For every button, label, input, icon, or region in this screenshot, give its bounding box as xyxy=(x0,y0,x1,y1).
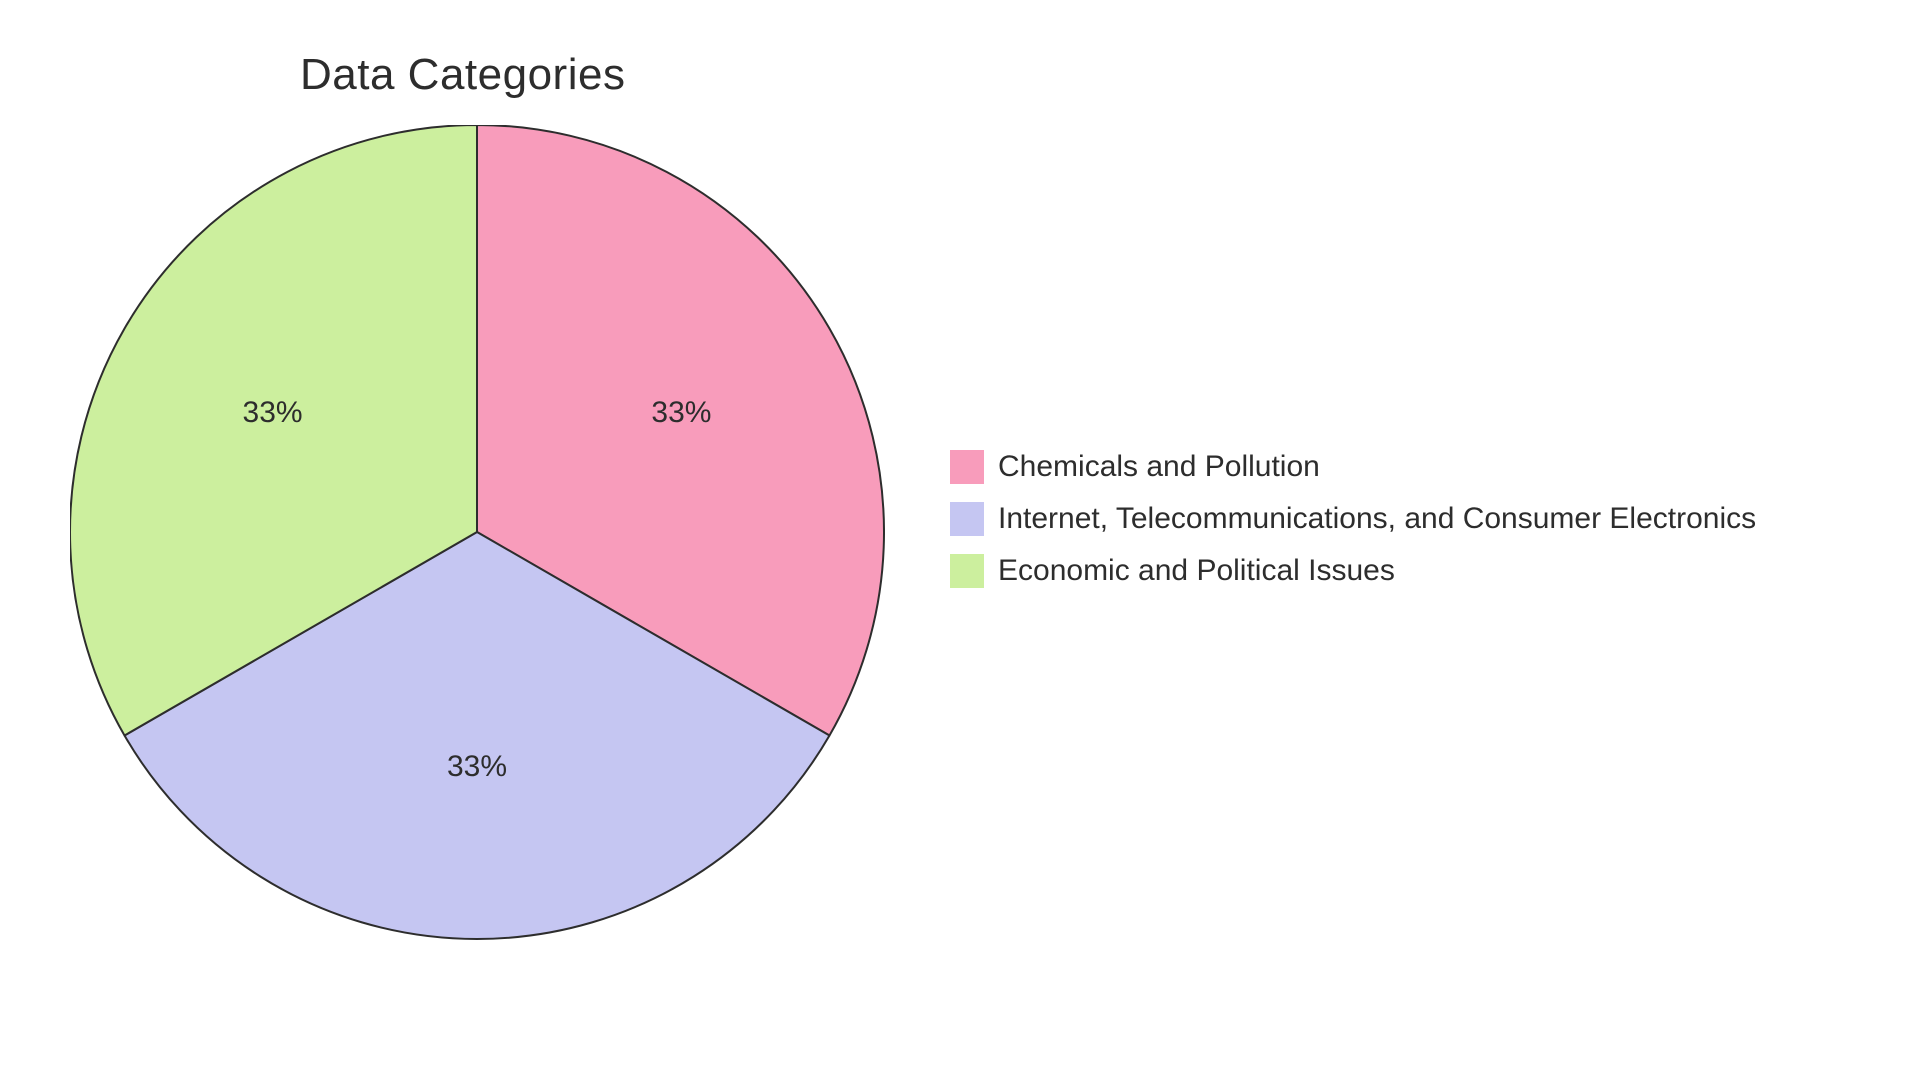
legend-swatch xyxy=(950,554,984,588)
legend-item: Economic and Political Issues xyxy=(950,554,1756,588)
legend-item: Internet, Telecommunications, and Consum… xyxy=(950,502,1756,536)
legend-label: Internet, Telecommunications, and Consum… xyxy=(998,502,1756,536)
pie-chart: 33% 33% 33% xyxy=(70,125,885,940)
legend-label: Economic and Political Issues xyxy=(998,554,1395,588)
legend-item: Chemicals and Pollution xyxy=(950,450,1756,484)
legend-swatch xyxy=(950,450,984,484)
legend-swatch xyxy=(950,502,984,536)
legend-label: Chemicals and Pollution xyxy=(998,450,1320,484)
slice-percent-label: 33% xyxy=(243,396,303,429)
slice-percent-label: 33% xyxy=(651,396,711,429)
legend: Chemicals and Pollution Internet, Telecom… xyxy=(950,450,1756,588)
chart-container: Data Categories 33% 33% 33% Chemicals and … xyxy=(0,0,1920,1080)
chart-title: Data Categories xyxy=(300,50,625,100)
slice-percent-label: 33% xyxy=(447,750,507,783)
